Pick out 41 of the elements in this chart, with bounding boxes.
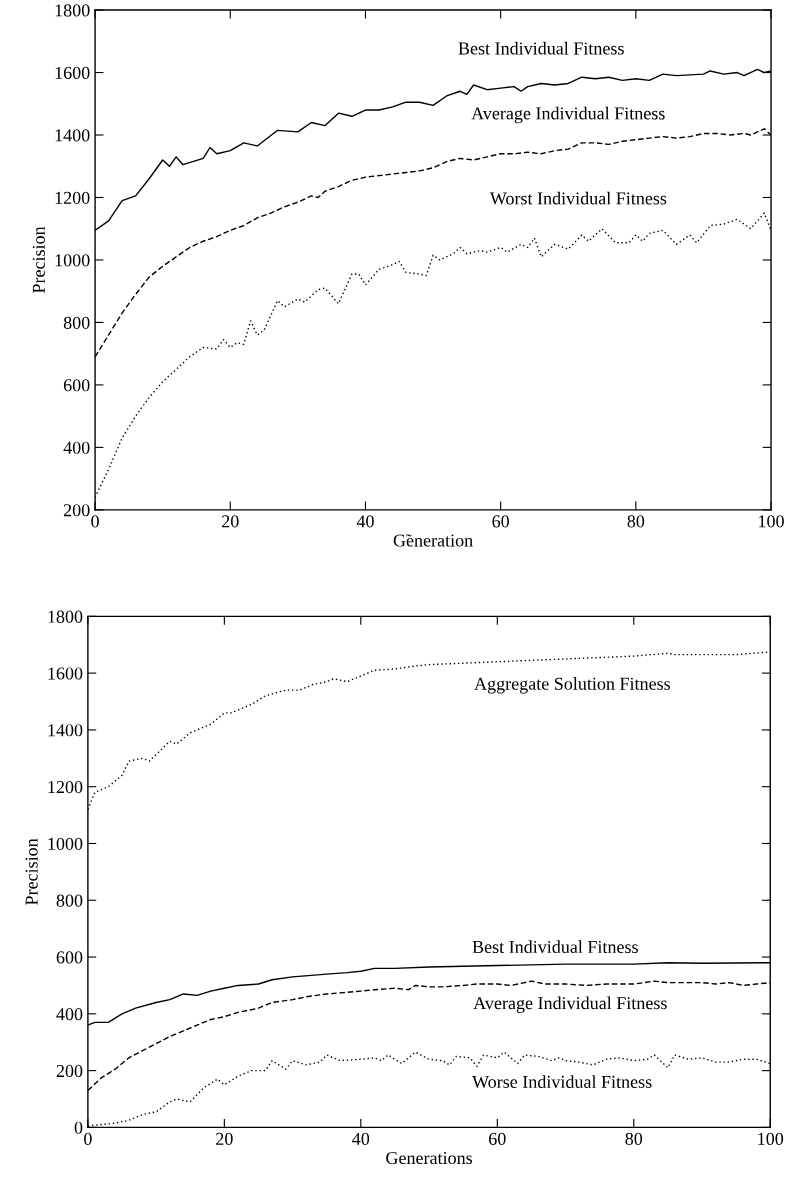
y-axis-title: Precision [32, 226, 45, 294]
x-axis-title: G̃eneration [393, 534, 473, 547]
y-tick-label: 1400 [48, 724, 83, 737]
y-tick-label: 800 [56, 894, 83, 907]
series-label: Best Individual Fitness [458, 41, 624, 55]
y-tick-label: 600 [56, 951, 83, 964]
x-tick-label: 100 [758, 1132, 784, 1145]
y-axis-title: Precision [25, 838, 38, 905]
x-tick-label: 80 [625, 1132, 643, 1145]
series-label: Average Individual Fitness [471, 106, 665, 124]
y-tick-label: 1800 [55, 4, 90, 17]
y-tick-label: 200 [63, 504, 90, 517]
series-label: Worse Individual Fitness [472, 1075, 652, 1089]
y-tick-label: 600 [63, 379, 90, 392]
y-tick-label: 1600 [55, 66, 90, 79]
y-tick-label: 1600 [48, 667, 83, 680]
y-tick-label: 400 [56, 1008, 83, 1021]
x-tick-label: 40 [356, 515, 374, 528]
y-tick-label: 1800 [48, 610, 83, 623]
y-tick-label: 1000 [55, 254, 90, 267]
x-tick-label: 60 [492, 515, 509, 528]
series-label: Average Individual Fitness [473, 996, 667, 1013]
x-tick-label: 20 [222, 515, 239, 528]
y-tick-label: 1400 [55, 129, 90, 142]
y-tick-label: 0 [74, 1121, 83, 1134]
x-tick-label: 100 [759, 515, 784, 528]
series-label: Worst Individual Fitness [489, 191, 667, 205]
x-tick-label: 0 [91, 515, 99, 528]
series-label: Best Individual Fitness [472, 940, 638, 954]
x-tick-label: 60 [489, 1132, 506, 1145]
y-tick-label: 1200 [55, 191, 90, 204]
y-tick-label: 1200 [48, 780, 83, 794]
y-tick-label: 1000 [48, 837, 83, 850]
x-tick-label: 80 [627, 515, 645, 528]
x-tick-label: 20 [216, 1132, 233, 1145]
y-tick-label: 400 [63, 441, 90, 454]
series-label: Aggregate Solution Fitness [474, 677, 670, 694]
x-tick-label: 40 [352, 1132, 370, 1145]
x-axis-title: Generations [386, 1151, 473, 1165]
y-tick-label: 800 [63, 316, 90, 329]
y-tick-label: 200 [56, 1064, 83, 1078]
